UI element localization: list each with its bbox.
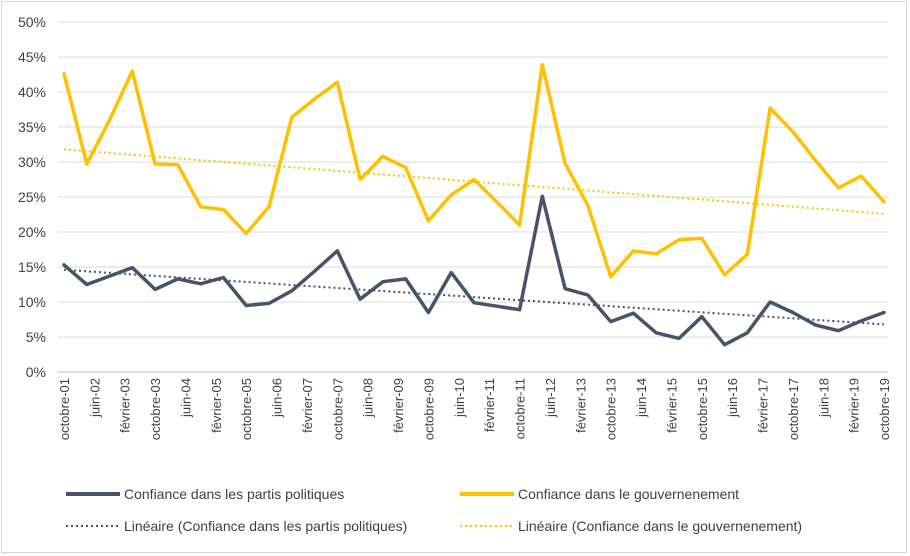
legend-label: Confiance dans le gouvernenement	[518, 486, 739, 502]
x-tick-label: juin-08	[361, 378, 376, 418]
legend-item: Linéaire (Confiance dans les partis poli…	[66, 518, 407, 534]
legend-item: Confiance dans le gouvernenement	[460, 486, 739, 502]
legend-label: Confiance dans les partis politiques	[124, 486, 344, 502]
legend-label: Linéaire (Confiance dans les partis poli…	[124, 518, 407, 534]
x-tick-label: février-13	[573, 378, 588, 433]
x-axis-ticks: octobre-01 juin-02 février-03 octobre-03 jui…	[57, 378, 892, 440]
legend-label: Linéaire (Confiance dans le gouverneneme…	[518, 518, 802, 534]
trend-line-2	[63, 268, 885, 326]
x-tick-label: juin-12	[543, 378, 558, 418]
y-tick-label: 30%	[18, 154, 46, 170]
x-tick-label: février-09	[391, 378, 406, 433]
series-line-1	[62, 62, 886, 279]
y-tick-label: 5%	[26, 329, 46, 345]
x-tick-label: juin-02	[87, 378, 102, 418]
legend-item: Confiance dans les partis politiques	[66, 486, 344, 502]
x-tick-label: octobre-03	[148, 378, 163, 440]
x-tick-label: octobre-17	[786, 378, 801, 440]
x-tick-label: juin-14	[634, 378, 649, 418]
y-tick-label: 15%	[18, 259, 46, 275]
x-tick-label: octobre-01	[57, 378, 72, 440]
x-tick-label: octobre-15	[695, 378, 710, 440]
x-tick-label: février-03	[118, 378, 133, 433]
x-tick-label: février-15	[664, 378, 679, 433]
x-tick-label: octobre-11	[513, 378, 528, 439]
y-tick-label: 45%	[18, 49, 46, 65]
x-tick-label: juin-16	[725, 378, 740, 418]
y-tick-label: 20%	[18, 224, 46, 240]
x-tick-label: octobre-19	[877, 378, 892, 440]
y-tick-label: 40%	[18, 84, 46, 100]
x-tick-label: octobre-13	[604, 378, 619, 440]
series-lines	[62, 62, 886, 347]
x-tick-label: février-19	[847, 378, 862, 433]
x-tick-label: octobre-05	[239, 378, 254, 440]
x-tick-label: juin-06	[270, 378, 285, 418]
x-tick-label: octobre-09	[421, 378, 436, 440]
legend: Confiance dans les partis politiques Conf…	[66, 486, 802, 534]
legend-item: Linéaire (Confiance dans le gouverneneme…	[460, 518, 802, 534]
x-tick-label: février-07	[300, 378, 315, 433]
x-tick-label: juin-18	[816, 378, 831, 418]
x-tick-label: juin-10	[452, 378, 467, 418]
x-tick-label: février-17	[756, 378, 771, 433]
x-tick-label: février-05	[209, 378, 224, 433]
x-tick-label: juin-04	[178, 378, 193, 418]
y-tick-label: 10%	[18, 294, 46, 310]
x-tick-label: février-11	[482, 378, 497, 432]
y-axis-ticks: 0% 5% 10% 15% 20% 25% 30% 35% 40% 45% 50%	[18, 14, 46, 380]
series-line-0	[62, 194, 886, 347]
y-tick-label: 0%	[26, 364, 46, 380]
y-tick-label: 25%	[18, 189, 46, 205]
x-tick-label: octobre-07	[330, 378, 345, 440]
y-tick-label: 50%	[18, 14, 46, 30]
y-tick-label: 35%	[18, 119, 46, 135]
